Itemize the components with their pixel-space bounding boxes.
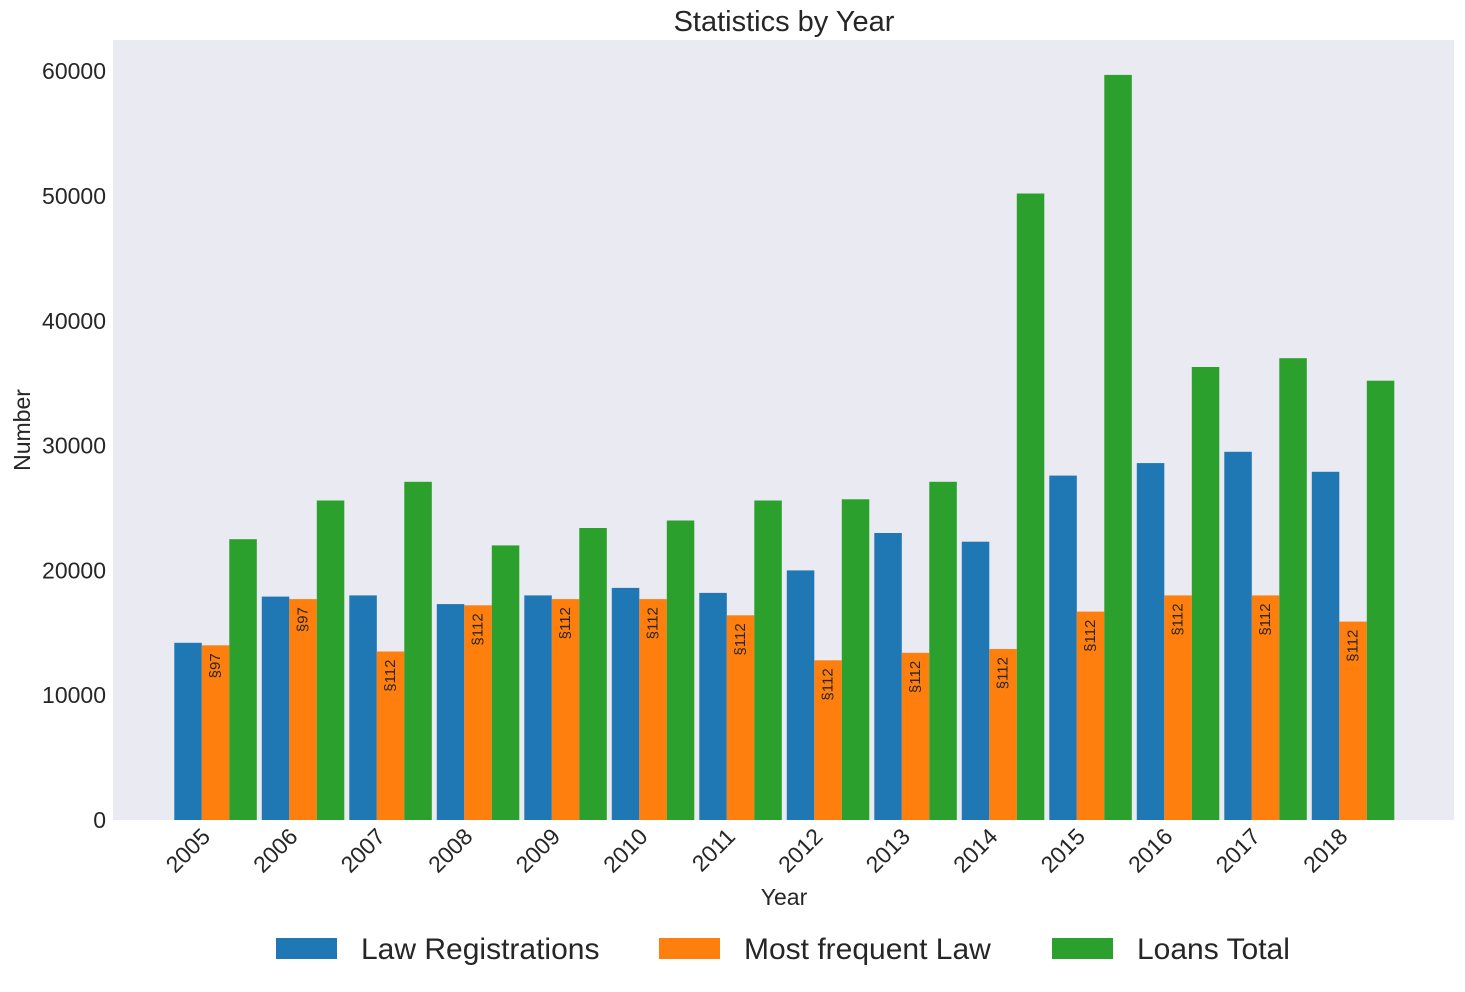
bar-law-registrations-2012 bbox=[786, 570, 815, 820]
bar-most-frequent-law-2008 bbox=[464, 605, 492, 820]
bar-label-2008: §112 bbox=[470, 613, 487, 645]
legend-label-most-frequent-law: Most frequent Law bbox=[744, 933, 991, 966]
bar-label-2017: §112 bbox=[1257, 603, 1274, 635]
bar-loans-total-2006 bbox=[316, 500, 345, 820]
bar-label-2018: §112 bbox=[1345, 630, 1362, 662]
bar-most-frequent-law-2010 bbox=[639, 599, 667, 820]
x-tick-label-2012: 2012 bbox=[773, 823, 828, 878]
y-tick-label: 50000 bbox=[42, 183, 106, 209]
y-tick-label: 0 bbox=[93, 807, 106, 833]
bar-label-2013: §112 bbox=[907, 661, 924, 693]
x-tick-label-2009: 2009 bbox=[510, 823, 565, 878]
bar-law-registrations-2006 bbox=[261, 596, 290, 820]
bar-loans-total-2005 bbox=[229, 539, 257, 820]
bar-most-frequent-law-2015 bbox=[1076, 611, 1105, 820]
bar-label-2009: §112 bbox=[557, 607, 574, 639]
chart-title: Statistics by Year bbox=[674, 6, 895, 38]
x-tick-label-2016: 2016 bbox=[1123, 823, 1178, 878]
legend-swatch-loans-total bbox=[1052, 938, 1113, 959]
bar-loans-total-2015 bbox=[1104, 74, 1132, 820]
bar-loans-total-2009 bbox=[579, 528, 607, 820]
legend: Law Registrations Most frequent Law Loans … bbox=[276, 933, 1290, 966]
bar-loans-total-2017 bbox=[1279, 358, 1307, 820]
bar-most-frequent-law-2012 bbox=[814, 660, 842, 820]
bar-law-registrations-2005 bbox=[174, 642, 202, 820]
bar-loans-total-2018 bbox=[1366, 380, 1395, 820]
bar-loans-total-2012 bbox=[841, 499, 870, 820]
y-tick-label: 60000 bbox=[42, 58, 106, 84]
bar-law-registrations-2011 bbox=[699, 592, 727, 820]
bar-label-2011: §112 bbox=[732, 623, 749, 655]
legend-swatch-law-registrations bbox=[276, 938, 337, 959]
x-tick-label-2015: 2015 bbox=[1035, 823, 1090, 878]
x-tick-label-2014: 2014 bbox=[948, 823, 1003, 878]
bar-law-registrations-2015 bbox=[1049, 475, 1077, 820]
bar-loans-total-2014 bbox=[1016, 193, 1045, 820]
bar-labels-group: §97 §97 §112 §112 §112 §112 §112 §112 §112 §112 §1… bbox=[207, 603, 1362, 700]
bar-law-registrations-2010 bbox=[611, 587, 640, 820]
bar-loans-total-2013 bbox=[929, 481, 957, 820]
bar-loans-total-2010 bbox=[666, 520, 695, 820]
bar-most-frequent-law-2007 bbox=[376, 651, 405, 820]
bar-label-2007: §112 bbox=[382, 660, 399, 692]
x-tick-label-2018: 2018 bbox=[1298, 823, 1353, 878]
x-tick-label-2008: 2008 bbox=[423, 823, 478, 878]
bar-label-2014: §112 bbox=[995, 657, 1012, 689]
y-axis-label: Number bbox=[9, 389, 35, 471]
bar-loans-total-2011 bbox=[754, 500, 782, 820]
bar-law-registrations-2013 bbox=[874, 533, 902, 820]
bar-most-frequent-law-2017 bbox=[1251, 595, 1280, 820]
x-tick-label-2007: 2007 bbox=[335, 823, 390, 878]
y-tick-label: 10000 bbox=[42, 682, 106, 708]
x-tick-label-2013: 2013 bbox=[860, 823, 915, 878]
legend-label-law-registrations: Law Registrations bbox=[361, 933, 599, 966]
x-tick-label-2005: 2005 bbox=[160, 823, 215, 878]
legend-swatch-most-frequent-law bbox=[659, 938, 720, 959]
bar-most-frequent-law-2009 bbox=[551, 599, 580, 820]
x-tick-label-2010: 2010 bbox=[598, 823, 653, 878]
x-axis-ticks: 2005 2006 2007 2008 2009 2010 2011 2012 2013 2014… bbox=[160, 823, 1352, 878]
bar-law-registrations-2018 bbox=[1311, 471, 1340, 820]
bar-most-frequent-law-2018 bbox=[1339, 621, 1367, 820]
bar-law-registrations-2017 bbox=[1224, 451, 1252, 820]
bar-law-registrations-2016 bbox=[1136, 463, 1165, 820]
bar-law-registrations-2007 bbox=[349, 595, 377, 820]
bar-loans-total-2016 bbox=[1191, 367, 1220, 820]
bar-law-registrations-2009 bbox=[524, 595, 552, 820]
x-tick-label-2006: 2006 bbox=[248, 823, 303, 878]
bar-label-2005: §97 bbox=[207, 653, 224, 678]
y-tick-label: 30000 bbox=[42, 433, 106, 459]
bar-most-frequent-law-2014 bbox=[989, 649, 1017, 820]
bar-most-frequent-law-2011 bbox=[726, 615, 755, 820]
bar-most-frequent-law-2006 bbox=[289, 599, 317, 820]
bar-label-2012: §112 bbox=[820, 668, 837, 700]
bar-label-2015: §112 bbox=[1082, 620, 1099, 652]
bar-law-registrations-2014 bbox=[961, 541, 990, 820]
bar-law-registrations-2008 bbox=[436, 604, 465, 820]
bar-label-2010: §112 bbox=[645, 607, 662, 639]
bar-loans-total-2007 bbox=[404, 481, 432, 820]
x-tick-label-2017: 2017 bbox=[1210, 823, 1265, 878]
legend-label-loans-total: Loans Total bbox=[1137, 933, 1290, 966]
bar-most-frequent-law-2016 bbox=[1164, 595, 1192, 820]
y-tick-label: 40000 bbox=[42, 308, 106, 334]
x-axis-label: Year bbox=[761, 884, 808, 910]
bar-loans-total-2008 bbox=[491, 545, 520, 820]
bar-most-frequent-law-2013 bbox=[901, 652, 930, 820]
bar-most-frequent-law-2005 bbox=[201, 645, 230, 820]
bars-group bbox=[174, 74, 1395, 820]
bar-label-2016: §112 bbox=[1170, 603, 1187, 635]
bar-label-2006: §97 bbox=[295, 607, 312, 632]
x-tick-label-2011: 2011 bbox=[687, 823, 740, 876]
y-axis-ticks: 0 10000 20000 30000 40000 50000 60000 bbox=[42, 58, 106, 833]
y-tick-label: 20000 bbox=[42, 557, 106, 583]
